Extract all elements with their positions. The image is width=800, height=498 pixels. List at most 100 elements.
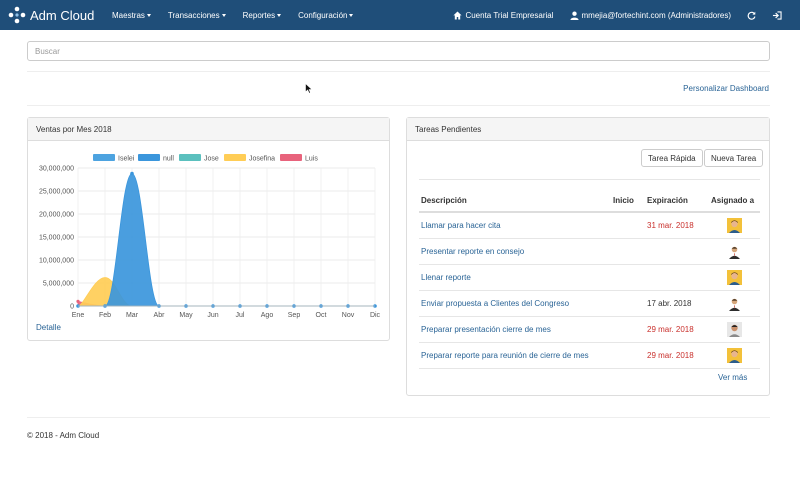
mouse-cursor-icon: [305, 83, 313, 94]
user-label: mmejia@fortechint.com (Administradores): [581, 10, 732, 20]
x-tick-label: Jul: [236, 312, 245, 319]
tasks-table: Descripción Inicio Expiración Asignado a…: [419, 190, 760, 369]
x-tick-label: Feb: [99, 312, 111, 319]
avatar[interactable]: [727, 269, 742, 285]
avatar[interactable]: [727, 295, 742, 311]
sales-by-month-panel: Ventas por Mes 2018 0 5,000,000 10,000,000…: [27, 117, 390, 341]
caret-down-icon: [221, 13, 226, 17]
legend-swatch[interactable]: [280, 154, 302, 161]
caret-down-icon: [146, 13, 151, 17]
task-assignee: [709, 264, 760, 291]
logout-button[interactable]: [772, 10, 782, 20]
task-row[interactable]: Enviar propuesta a Clientes del Congreso…: [419, 290, 760, 317]
menu-transacciones[interactable]: Transacciones: [168, 11, 226, 20]
legend-label[interactable]: Jose: [204, 156, 219, 163]
divider: [27, 417, 770, 418]
task-row[interactable]: Llamar para hacer cita 31 mar. 2018: [419, 212, 760, 239]
x-tick-label: Nov: [342, 312, 355, 319]
data-point[interactable]: [76, 299, 80, 303]
search-input[interactable]: [27, 41, 770, 61]
y-tick-label: 20,000,000: [39, 212, 74, 219]
task-description-link[interactable]: Llamar para hacer cita: [419, 212, 611, 239]
task-description-link[interactable]: Preparar presentación cierre de mes: [419, 316, 611, 343]
menu-reportes-label: Reportes: [242, 10, 276, 20]
data-point[interactable]: [130, 171, 134, 176]
user-link[interactable]: mmejia@fortechint.com (Administradores): [569, 10, 732, 20]
menu-reportes[interactable]: Reportes: [242, 10, 282, 20]
refresh-icon: [747, 11, 756, 20]
task-expiration: 29 mar. 2018: [645, 316, 709, 343]
brand-name: Adm Cloud: [30, 7, 95, 23]
legend-label[interactable]: Josefina: [249, 156, 275, 163]
avatar[interactable]: [727, 217, 742, 233]
task-start: [611, 316, 645, 343]
task-row[interactable]: Preparar presentación cierre de mes 29 ma…: [419, 316, 760, 343]
column-header-expiration[interactable]: Expiración: [645, 190, 709, 213]
task-start: [611, 290, 645, 317]
tasks-panel-title: Tareas Pendientes: [407, 118, 769, 141]
task-start: [611, 342, 645, 369]
see-more-link[interactable]: Ver más: [718, 373, 748, 382]
column-header-start[interactable]: Inicio: [611, 190, 645, 213]
menu-configuracion-label: Configuración: [298, 10, 348, 20]
legend-swatch[interactable]: [179, 154, 201, 161]
legend-label[interactable]: Luis: [305, 156, 318, 163]
avatar[interactable]: [727, 243, 742, 259]
task-start: [611, 264, 645, 291]
refresh-button[interactable]: [747, 11, 756, 20]
menu-transacciones-label: Transacciones: [167, 10, 220, 20]
pending-tasks-panel: Tareas Pendientes Tarea Rápida Nueva Tar…: [406, 117, 770, 396]
logout-icon: [772, 10, 782, 20]
y-tick-label: 30,000,000: [39, 166, 74, 173]
task-start: [611, 238, 645, 265]
x-tick-label: Ago: [261, 312, 274, 319]
new-task-button[interactable]: Nueva Tarea: [704, 149, 764, 167]
navbar-right: Cuenta Trial Empresarial mmejia@fortechi…: [437, 0, 782, 30]
series-area-null[interactable]: [78, 173, 375, 307]
task-row[interactable]: Presentar reporte en consejo: [419, 238, 760, 265]
menu-maestras-label: Maestras: [112, 10, 145, 20]
avatar[interactable]: [727, 347, 742, 363]
task-row[interactable]: Llenar reporte: [419, 264, 760, 291]
task-expiration: 17 abr. 2018: [645, 290, 709, 317]
task-assignee: [709, 238, 760, 265]
task-expiration: 29 mar. 2018: [645, 342, 709, 369]
quick-task-button[interactable]: Tarea Rápida: [641, 149, 703, 167]
task-expiration: [645, 264, 709, 291]
column-header-assigned[interactable]: Asignado a: [709, 190, 760, 213]
sales-chart[interactable]: 0 5,000,000 10,000,000 15,000,000 20,000,000…: [28, 142, 389, 320]
sales-panel-title: Ventas por Mes 2018: [28, 118, 389, 141]
legend-swatch[interactable]: [93, 154, 115, 161]
detail-link[interactable]: Detalle: [36, 323, 61, 332]
avatar[interactable]: [727, 321, 742, 337]
y-tick-label: 10,000,000: [39, 258, 74, 265]
customize-dashboard-link[interactable]: Personalizar Dashboard: [683, 84, 769, 93]
menu-maestras[interactable]: Maestras: [112, 11, 151, 20]
divider: [419, 179, 760, 180]
footer-copyright: © 2018 - Adm Cloud: [27, 431, 100, 440]
brand[interactable]: Adm Cloud: [8, 6, 94, 24]
task-assignee: [709, 290, 760, 317]
main-menu: Maestras Transacciones Reportes Configur…: [112, 0, 370, 30]
task-row[interactable]: Preparar reporte para reunión de cierre …: [419, 342, 760, 369]
legend-swatch[interactable]: [224, 154, 246, 161]
column-header-description[interactable]: Descripción: [419, 190, 611, 213]
task-expiration: [645, 238, 709, 265]
task-description-link[interactable]: Enviar propuesta a Clientes del Congreso: [419, 290, 611, 317]
y-tick-label: 0: [70, 304, 74, 311]
legend-swatch[interactable]: [138, 154, 160, 161]
task-assignee: [709, 316, 760, 343]
divider: [27, 105, 770, 106]
task-description-link[interactable]: Llenar reporte: [419, 264, 611, 291]
x-tick-label: Ene: [72, 312, 85, 319]
x-tick-label: Jun: [207, 312, 218, 319]
y-tick-label: 5,000,000: [43, 281, 74, 288]
task-description-link[interactable]: Presentar reporte en consejo: [419, 238, 611, 265]
legend-label[interactable]: null: [163, 156, 174, 163]
task-start: [611, 212, 645, 239]
account-link[interactable]: Cuenta Trial Empresarial: [453, 11, 554, 20]
table-header-row: Descripción Inicio Expiración Asignado a: [419, 190, 760, 213]
task-description-link[interactable]: Preparar reporte para reunión de cierre …: [419, 342, 611, 369]
legend-label[interactable]: Iselei: [118, 156, 135, 163]
menu-configuracion[interactable]: Configuración: [298, 10, 354, 20]
